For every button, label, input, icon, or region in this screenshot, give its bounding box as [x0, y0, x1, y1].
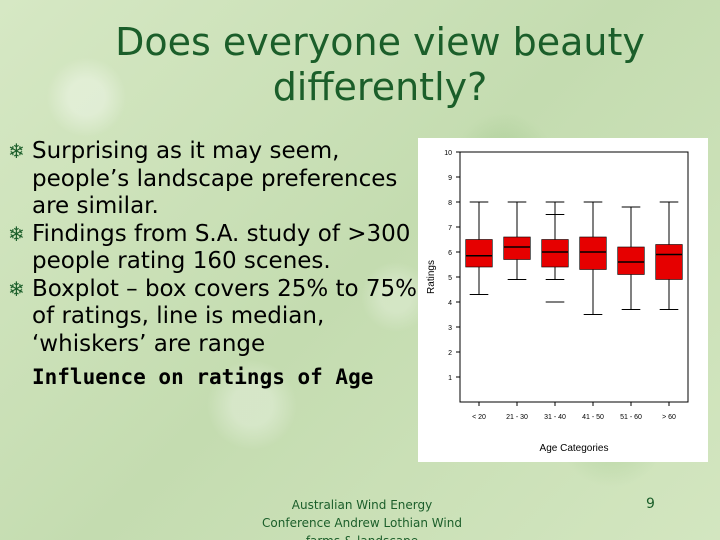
y-tick-label: 5 — [448, 275, 452, 282]
x-tick-label: 21 - 30 — [506, 414, 528, 421]
y-tick-label: 7 — [448, 225, 452, 232]
box — [465, 239, 493, 268]
x-tick-label: > 60 — [662, 414, 676, 421]
footer-text: Australian Wind Energy Conference Andrew… — [262, 498, 462, 540]
y-axis-label: Ratings — [426, 260, 437, 294]
y-tick-label: 6 — [448, 250, 452, 257]
bullet-text: Boxplot – box covers 25% to 75% of ratin… — [32, 275, 418, 357]
y-tick-label: 4 — [448, 300, 452, 307]
y-tick-label: 2 — [448, 350, 452, 357]
box — [617, 246, 645, 275]
y-tick-label: 3 — [448, 325, 452, 332]
snowflake-icon: ❄ — [8, 221, 25, 246]
bullet-text: Findings from S.A. study of >300 people … — [32, 220, 411, 275]
x-tick-label: 51 - 60 — [620, 414, 642, 421]
bullet-text: Surprising as it may seem, people’s land… — [32, 138, 398, 219]
boxplot-chart: 1 2 3 4 5 6 7 8 9 10 Ratings < 20 21 - 30 31 - 40 41 -… — [418, 138, 708, 462]
y-tick-label: 10 — [444, 150, 452, 157]
plot-frame — [459, 151, 689, 403]
bullet-item: ❄ Findings from S.A. study of >300 peopl… — [8, 221, 418, 276]
box — [579, 236, 607, 270]
y-tick-label: 1 — [448, 375, 452, 382]
x-tick-label: 31 - 40 — [544, 414, 566, 421]
box — [655, 244, 683, 280]
x-tick-label: 41 - 50 — [582, 414, 604, 421]
bullet-list: ❄ Surprising as it may seem, people’s la… — [8, 138, 418, 392]
box — [541, 239, 569, 268]
bullet-item: ❄ Surprising as it may seem, people’s la… — [8, 138, 418, 221]
y-tick-label: 9 — [448, 175, 452, 182]
box — [503, 236, 531, 260]
snowflake-icon: ❄ — [8, 139, 25, 163]
age-influence-line: Influence on ratings of Age — [32, 365, 374, 389]
page-number: 9 — [646, 496, 655, 512]
x-axis-label: Age Categories — [540, 443, 609, 454]
bullet-item: ❄ Boxplot – box covers 25% to 75% of rat… — [8, 276, 418, 359]
boxplot-svg: 1 2 3 4 5 6 7 8 9 10 Ratings < 20 21 - 30 31 - 40 41 -… — [426, 150, 689, 454]
x-tick-label: < 20 — [472, 414, 486, 421]
slide-title: Does everyone view beauty differently? — [115, 20, 645, 109]
snowflake-icon: ❄ — [8, 276, 25, 301]
y-tick-label: 8 — [448, 200, 452, 207]
